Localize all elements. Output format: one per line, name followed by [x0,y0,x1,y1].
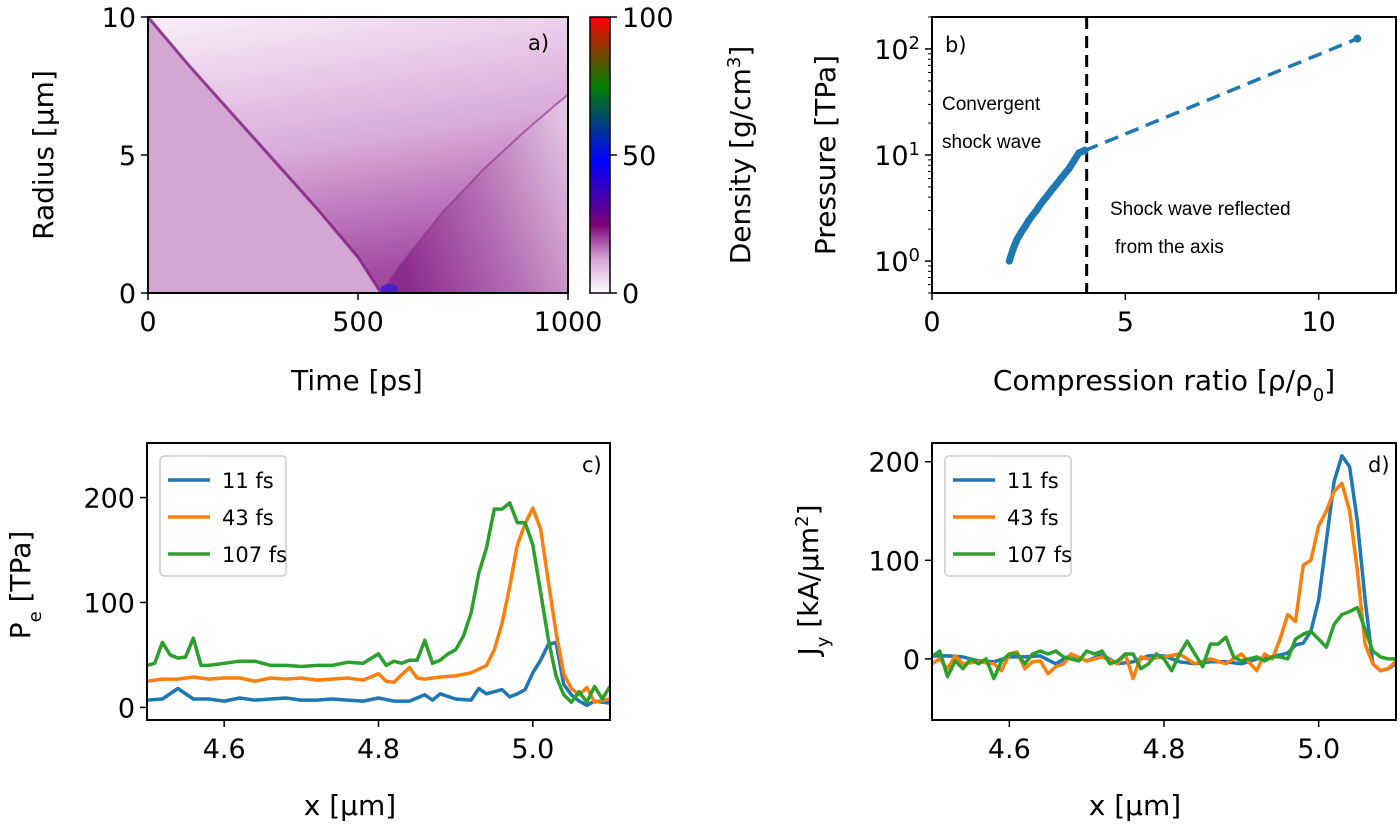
data-point [1080,146,1089,155]
panel-c-xlabel: x [µm] [304,789,396,822]
panel-d-ylabel: Jy [kA/µm2] [792,504,834,657]
data-point [1353,34,1362,43]
series-line-43-fs [147,506,610,704]
x-tick-label: 5.0 [1297,734,1340,765]
data-point [1048,186,1056,194]
annotation-reflected-1: Shock wave reflected [1110,199,1291,220]
annotation-convergent-1: Convergent [942,94,1041,115]
legend: 11 fs 43 fs 107 fs [159,455,287,577]
y-tick-label: 102 [874,32,920,65]
data-point [1052,181,1060,189]
panel-c-ylabel: Pe [TPa] [4,531,46,640]
data-point [1005,257,1013,265]
panel-b-ylabel: Pressure [TPa] [809,55,842,255]
y-tick-label: 200 [868,448,920,479]
y-tick-label: 100 [83,588,135,619]
colorbar-tick-label: 0 [622,279,639,310]
data-point [1013,235,1021,243]
colorbar-label: Density [g/cm3] [724,46,758,265]
legend-label: 43 fs [1007,506,1059,530]
data-point [1036,201,1044,209]
x-tick-label: 500 [332,307,384,338]
data-point [1044,191,1052,199]
x-tick-label: 10 [1301,307,1335,338]
data-point [1029,211,1037,219]
data-point [1032,206,1040,214]
data-point [1025,217,1033,225]
data-point [1040,196,1048,204]
legend-box [944,455,1072,577]
y-tick-label: 5 [119,141,136,172]
panel-d-current-density: 4.6 4.8 5.0 0 100 200 d) 11 fs 43 fs 107 fs x [… [792,442,1397,822]
series-line-107-fs [147,501,610,704]
y-tick-label: 0 [118,693,135,724]
legend: 11 fs 43 fs 107 fs [944,455,1072,577]
x-tick-label: 5 [1117,307,1134,338]
x-tick-label: 1000 [534,307,603,338]
peak-density-spot [380,284,399,293]
x-tick-label: 4.8 [1143,734,1186,765]
data-point [1021,223,1029,231]
x-tick-label: 4.6 [203,734,246,765]
series-line-107-fs [932,605,1396,681]
y-tick-label: 0 [119,279,136,310]
colorbar [589,16,611,294]
panel-c-label: c) [582,453,602,477]
x-tick-label: 4.8 [357,734,400,765]
y-tick-label: 10 [102,3,136,34]
legend-label: 11 fs [222,469,274,493]
legend-label: 107 fs [222,543,287,567]
x-tick-label: 0 [923,307,940,338]
x-tick-label: 5.0 [511,734,554,765]
convergent-shock-series [1005,147,1089,265]
colorbar-tick-label: 100 [622,3,674,34]
legend-label: 107 fs [1007,543,1072,567]
panel-b-xlabel: Compression ratio [ρ/ρ0] [993,364,1335,406]
x-tick-label: 4.6 [988,734,1031,765]
y-tick-label: 200 [83,484,135,515]
panel-b-pressure-vs-compression: 0 5 10 100 101 102 b) Convergent shock wave S… [809,16,1397,406]
annotation-convergent-2: shock wave [942,132,1041,153]
colorbar-tick-label: 50 [622,141,656,172]
panel-d-xlabel: x [µm] [1089,789,1181,822]
data-point [1007,251,1015,259]
panel-a-xlabel: Time [ps] [290,364,423,397]
incoming-shock-front [148,17,383,293]
x-tick-label: 0 [139,307,156,338]
series-line-11-fs [147,640,610,708]
density-heatmap [148,17,568,293]
y-tick-label: 101 [874,139,920,173]
panel-a-density-map: 0 500 1000 0 5 10 a) Time [ps] Radius [µm] 0 5… [27,3,757,397]
panel-d-label: d) [1368,453,1390,477]
panel-b-label: b) [945,33,967,57]
reflected-shock-front [380,93,568,293]
panel-c-electron-pressure: 4.6 4.8 5.0 0 100 200 c) 11 fs 43 fs 107 fs x [… [4,442,611,822]
panel-a-ylabel: Radius [µm] [27,70,60,240]
shocked-region [148,17,568,293]
legend-label: 11 fs [1007,469,1059,493]
legend-label: 43 fs [222,506,274,530]
annotation-reflected-2: from the axis [1115,237,1224,258]
y-tick-label: 0 [903,645,920,676]
data-point [1017,229,1025,237]
legend-box [159,455,287,577]
panel-a-label: a) [528,31,549,55]
y-tick-label: 100 [868,546,920,577]
reflected-shock-series [1084,37,1358,153]
data-point [1058,174,1066,182]
y-tick-label: 100 [874,245,920,279]
reflected-region [381,94,568,293]
data-point [1065,164,1073,172]
data-point [1075,149,1083,157]
